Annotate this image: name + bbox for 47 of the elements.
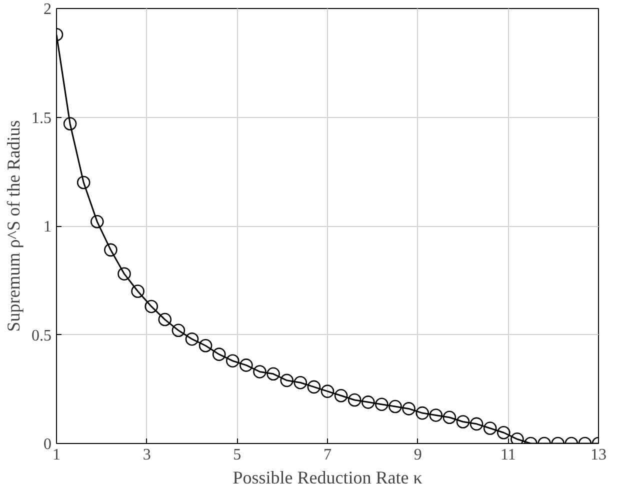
point — [226, 354, 240, 368]
x-tick-label: 5 — [233, 446, 242, 464]
x-tick-label: 9 — [414, 446, 422, 464]
point — [388, 400, 402, 414]
point — [118, 267, 131, 280]
point — [497, 426, 510, 440]
y-axis-title: Supremum ρ^S of the Radius — [4, 120, 24, 332]
point — [429, 408, 443, 422]
point — [185, 332, 199, 346]
point — [266, 367, 280, 381]
point — [90, 215, 104, 228]
point — [212, 348, 226, 361]
y-tick-label: 2 — [44, 1, 52, 18]
point — [240, 358, 253, 372]
point — [76, 176, 90, 190]
point — [442, 410, 456, 424]
point — [402, 402, 416, 416]
point — [104, 243, 118, 257]
point — [131, 284, 144, 298]
point — [334, 389, 348, 402]
x-tick-label: 7 — [324, 446, 332, 464]
x-tick-label: 3 — [142, 446, 151, 464]
point — [280, 374, 294, 388]
point — [294, 376, 308, 390]
y-tick-label: 0 — [44, 436, 52, 453]
point — [253, 365, 266, 378]
x-axis-title: Possible Reduction Rate κ — [232, 468, 422, 488]
point — [158, 312, 172, 326]
point — [375, 398, 388, 411]
point — [416, 406, 429, 420]
x-tick-label: 11 — [500, 446, 516, 464]
point — [362, 396, 375, 409]
point — [470, 417, 484, 431]
point — [172, 324, 186, 338]
point — [320, 384, 334, 398]
y-tick-label: 1 — [44, 218, 52, 236]
point — [456, 415, 470, 428]
point — [348, 393, 362, 407]
x-tick-label: 13 — [590, 446, 606, 464]
point — [510, 432, 524, 444]
point — [198, 338, 212, 352]
point — [144, 300, 158, 314]
point — [483, 422, 497, 435]
y-tick-label: 1.5 — [32, 110, 52, 127]
point — [63, 117, 77, 130]
y-tick-label: 0.5 — [32, 327, 52, 344]
point — [307, 380, 321, 394]
